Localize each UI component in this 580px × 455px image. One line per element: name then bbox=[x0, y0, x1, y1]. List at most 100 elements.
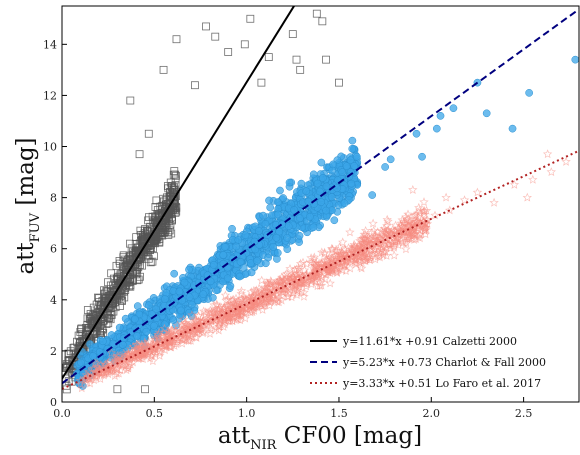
scatter-point bbox=[264, 300, 275, 310]
scatter-point bbox=[419, 206, 429, 215]
scatter-point bbox=[213, 305, 223, 315]
scatter-point bbox=[185, 293, 194, 301]
scatter-outlier bbox=[83, 306, 92, 314]
scatter-outlier bbox=[246, 14, 255, 23]
scatter-point bbox=[413, 216, 423, 226]
x-tick-label: 2.5 bbox=[515, 407, 533, 420]
scatter-point bbox=[169, 316, 178, 324]
scatter-point bbox=[351, 255, 361, 265]
y-tick-label: 4 bbox=[50, 294, 57, 307]
scatter-point bbox=[178, 314, 189, 324]
scatter-point bbox=[340, 199, 349, 208]
scatter-point bbox=[191, 320, 202, 329]
scatter-point bbox=[285, 178, 294, 187]
scatter-point bbox=[220, 319, 230, 329]
scatter-point bbox=[288, 278, 298, 288]
scatter-point bbox=[265, 279, 275, 288]
scatter-point bbox=[150, 332, 160, 342]
x-label-sub: NIR bbox=[250, 438, 278, 453]
scatter-point bbox=[119, 358, 129, 368]
scatter-point bbox=[201, 307, 211, 317]
scatter-point bbox=[383, 238, 393, 248]
scatter-point bbox=[316, 259, 327, 269]
scatter-point bbox=[285, 263, 295, 273]
x-axis-label: attNIR CF00 [mag] bbox=[218, 423, 422, 453]
scatter-point bbox=[331, 246, 341, 256]
scatter-point bbox=[128, 357, 138, 367]
scatter-point bbox=[212, 299, 222, 309]
scatter-point bbox=[223, 312, 233, 322]
scatter-point bbox=[306, 279, 317, 289]
scatter-point bbox=[323, 253, 333, 263]
scatter-point bbox=[84, 324, 93, 333]
scatter-point bbox=[272, 233, 281, 242]
scatter-point bbox=[322, 206, 330, 215]
scatter-point bbox=[194, 311, 204, 321]
scatter-point bbox=[223, 274, 232, 283]
scatter-point bbox=[187, 310, 197, 320]
scatter-point bbox=[325, 278, 335, 288]
scatter-point bbox=[160, 336, 171, 346]
scatter-outlier bbox=[126, 96, 135, 105]
scatter-point bbox=[409, 216, 420, 226]
scatter-outlier bbox=[546, 167, 556, 177]
scatter-outlier bbox=[432, 124, 441, 133]
scatter-point bbox=[329, 160, 337, 169]
scatter-point bbox=[177, 306, 185, 315]
scatter-point bbox=[316, 280, 327, 290]
scatter-point bbox=[241, 231, 250, 240]
scatter-point bbox=[330, 216, 339, 225]
scatter-point bbox=[209, 300, 219, 310]
x-label-rest: CF00 [mag] bbox=[276, 423, 422, 449]
scatter-point bbox=[148, 257, 157, 266]
scatter-point bbox=[340, 254, 350, 264]
scatter-point bbox=[136, 348, 146, 358]
scatter-point bbox=[358, 239, 368, 249]
scatter-point bbox=[219, 251, 228, 259]
scatter-outlier bbox=[408, 184, 418, 194]
scatter-point bbox=[359, 255, 369, 265]
scatter-point bbox=[248, 291, 258, 301]
scatter-point bbox=[169, 204, 178, 213]
scatter-point bbox=[121, 314, 130, 323]
scatter-point bbox=[323, 267, 334, 277]
scatter-point bbox=[180, 278, 189, 287]
scatter-point bbox=[247, 300, 258, 310]
scatter-outlier bbox=[525, 89, 533, 97]
scatter-point bbox=[272, 277, 283, 287]
scatter-point bbox=[123, 348, 134, 358]
scatter-point bbox=[404, 233, 415, 243]
scatter-point bbox=[201, 314, 212, 324]
scatter-point bbox=[407, 233, 417, 243]
scatter-point bbox=[317, 272, 328, 282]
y-tick-label: 6 bbox=[50, 243, 57, 256]
scatter-point bbox=[160, 345, 170, 355]
scatter-point bbox=[140, 337, 150, 347]
scatter-point bbox=[383, 216, 393, 226]
scatter-point bbox=[223, 301, 234, 311]
scatter-point bbox=[236, 288, 246, 298]
scatter-point bbox=[65, 350, 73, 359]
scatter-outlier bbox=[172, 35, 181, 44]
legend-label-calzetti: y=11.61*x +0.91 Calzetti 2000 bbox=[342, 335, 517, 348]
scatter-point bbox=[326, 254, 336, 264]
scatter-point bbox=[158, 224, 167, 232]
scatter-point bbox=[172, 171, 180, 180]
scatter-point bbox=[312, 281, 323, 291]
scatter-point bbox=[390, 226, 400, 235]
scatter-point bbox=[355, 262, 366, 272]
scatter-outlier bbox=[202, 22, 210, 31]
scatter-point bbox=[340, 245, 351, 255]
scatter-point bbox=[342, 162, 351, 171]
scatter-point bbox=[166, 333, 176, 343]
x-axis-ticks: 0.0 0.5 1.0 1.5 2.0 2.5 bbox=[53, 397, 532, 420]
scatter-outlier bbox=[386, 155, 395, 164]
scatter-point bbox=[299, 265, 310, 275]
scatter-point bbox=[403, 213, 413, 223]
scatter-point bbox=[184, 335, 194, 345]
y-tick-label: 2 bbox=[50, 345, 57, 358]
scatter-point bbox=[134, 339, 144, 349]
scatter-point bbox=[390, 237, 401, 247]
scatter-point bbox=[209, 293, 217, 302]
blue-circle-points bbox=[73, 55, 579, 390]
